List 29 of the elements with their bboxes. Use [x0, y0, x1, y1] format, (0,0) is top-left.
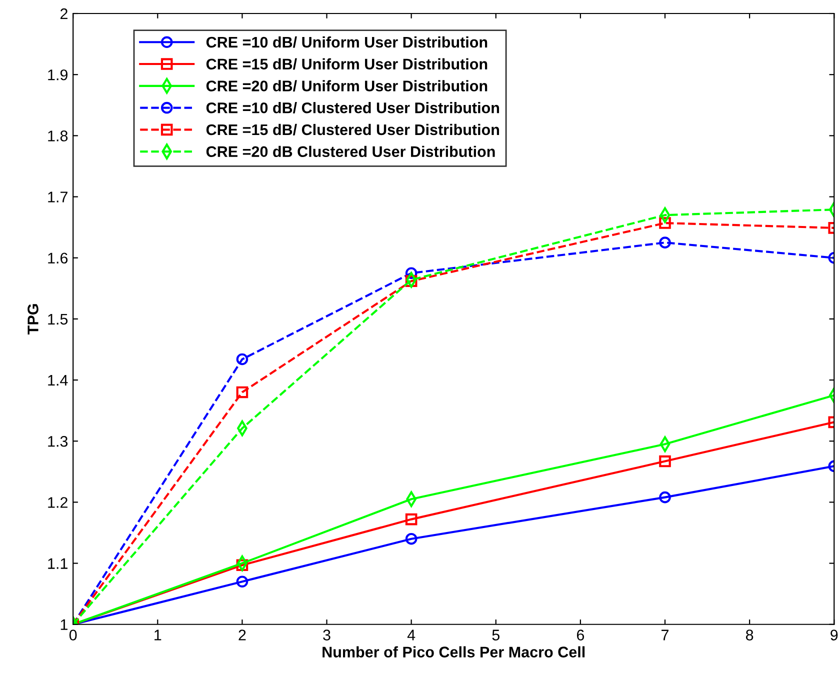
y-tick-label: 1.6: [48, 252, 68, 264]
x-tick-label: 5: [492, 630, 500, 640]
x-axis-title: Number of Pico Cells Per Macro Cell: [322, 646, 585, 658]
legend-label: CRE =10 dB/ Uniform User Distribution: [206, 36, 488, 48]
y-tick-label: 1: [60, 619, 68, 630]
x-tick-label: 1: [154, 630, 162, 640]
y-tick-label: 2: [60, 8, 68, 20]
legend-label: CRE =20 dB Clustered User Distribution: [206, 146, 495, 158]
y-axis-title: TPG: [28, 304, 38, 334]
y-tick-label: 1.8: [48, 130, 68, 142]
y-tick-label: 1.9: [48, 69, 68, 80]
x-tick-label: 7: [662, 630, 668, 640]
y-tick-label: 1.5: [48, 314, 68, 325]
legend-label: CRE =20 dB/ Uniform User Distribution: [206, 80, 488, 92]
y-tick-label: 1.4: [48, 375, 68, 386]
legend-label: CRE =15 dB/ Clustered User Distribution: [206, 124, 500, 136]
x-tick-label: 4: [407, 630, 416, 640]
y-tick-label: 1.1: [48, 558, 68, 569]
x-tick-label: 0: [69, 630, 77, 640]
y-tick-label: 1.3: [48, 436, 68, 447]
legend-label: CRE =15 dB/ Uniform User Distribution: [206, 58, 488, 70]
legend-label: CRE =10 dB/ Clustered User Distribution: [206, 102, 500, 114]
x-tick-label: 8: [746, 630, 754, 640]
y-tick-label: 1.7: [48, 192, 68, 202]
x-tick-label: 2: [238, 630, 246, 640]
x-tick-label: 6: [576, 630, 584, 640]
y-tick-label: 1.2: [48, 497, 68, 508]
x-tick-label: 3: [323, 630, 330, 640]
x-tick-label: 9: [830, 630, 838, 640]
